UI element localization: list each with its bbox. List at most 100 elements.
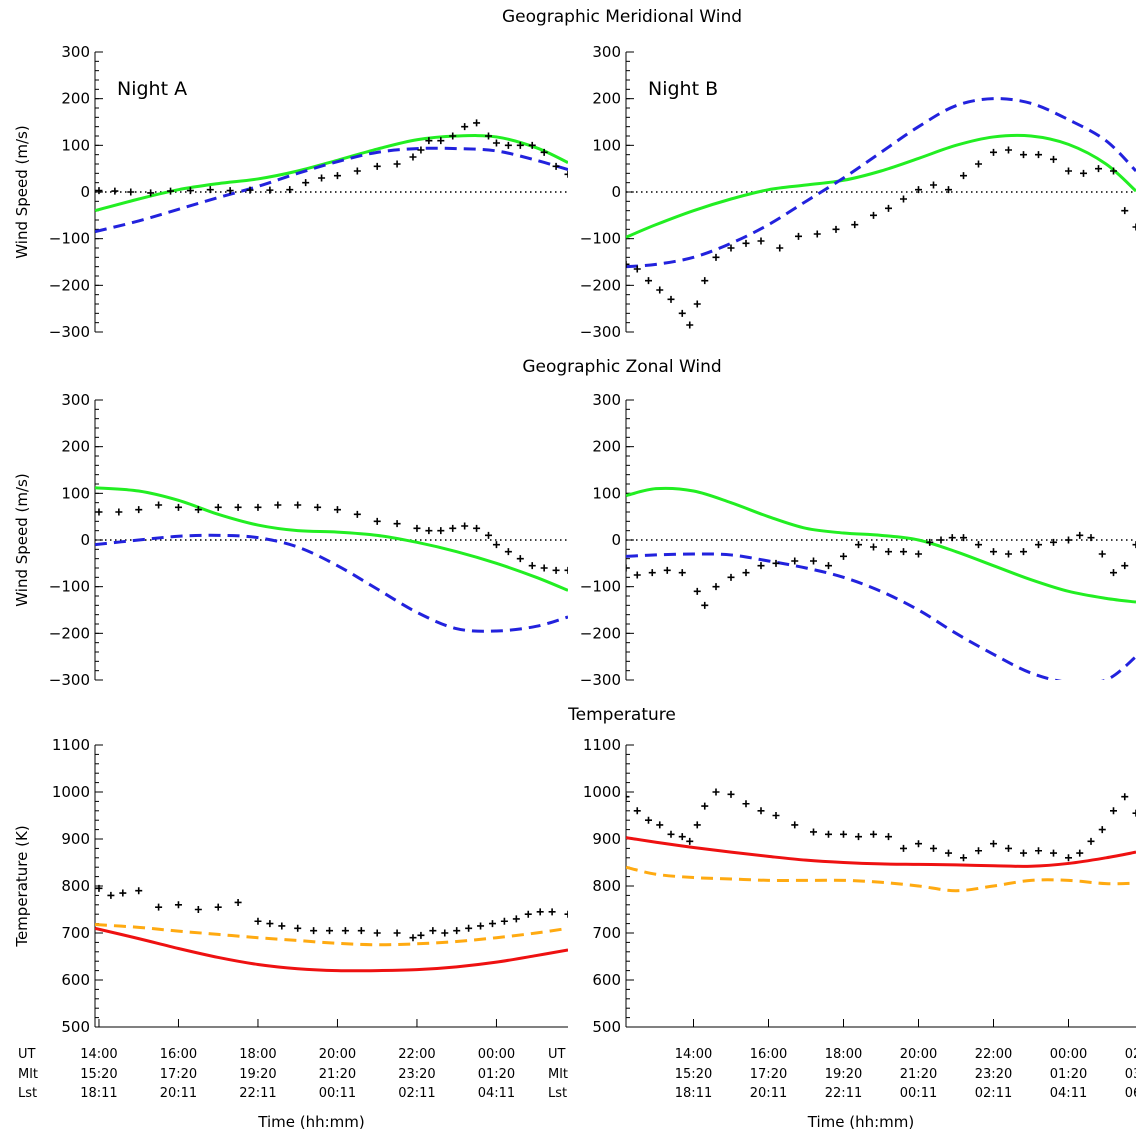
data-point bbox=[1110, 167, 1117, 175]
plot-area bbox=[626, 97, 1136, 329]
x-tick-label: 16:00 bbox=[160, 1047, 197, 1062]
model-dashed-line bbox=[95, 923, 568, 947]
y-tick-label: −100 bbox=[49, 578, 90, 596]
data-point bbox=[1110, 569, 1117, 577]
time-row-label: Mlt bbox=[18, 1067, 38, 1082]
y-tick-label: 700 bbox=[61, 924, 90, 942]
data-point bbox=[1095, 165, 1102, 173]
data-point bbox=[552, 162, 560, 170]
data-point bbox=[294, 924, 302, 932]
data-point bbox=[441, 929, 449, 937]
panel-zonal-night-b: −300 −200 −100 0 100 200 300 bbox=[580, 391, 1136, 689]
data-point bbox=[357, 927, 365, 935]
data-point bbox=[840, 830, 847, 838]
y-tick-label: 600 bbox=[61, 971, 90, 989]
x-tick-label: 22:11 bbox=[825, 1086, 862, 1101]
data-point bbox=[825, 562, 832, 570]
data-point bbox=[194, 506, 202, 514]
data-point bbox=[1098, 826, 1106, 834]
data-point bbox=[960, 534, 967, 542]
data-point bbox=[851, 221, 859, 229]
data-point bbox=[975, 160, 982, 168]
data-point bbox=[461, 522, 469, 530]
data-point bbox=[294, 501, 302, 509]
y-tick-label: −300 bbox=[580, 671, 621, 689]
y-tick-label: −100 bbox=[49, 230, 90, 248]
y-tick-label: 800 bbox=[61, 877, 90, 895]
data-point bbox=[246, 186, 254, 194]
data-point bbox=[626, 260, 630, 268]
data-point bbox=[930, 181, 937, 189]
data-point bbox=[1035, 847, 1042, 855]
x-tick-label: 15:20 bbox=[80, 1067, 117, 1082]
data-point bbox=[900, 844, 907, 852]
model-dashed-line bbox=[626, 97, 1136, 269]
data-point bbox=[1121, 207, 1129, 215]
data-point bbox=[266, 186, 274, 194]
data-point bbox=[742, 239, 750, 247]
y-tick-label: 100 bbox=[61, 136, 90, 154]
data-point bbox=[516, 555, 524, 563]
x-tick-label: 00:11 bbox=[319, 1086, 356, 1101]
data-point bbox=[425, 527, 433, 535]
data-point bbox=[757, 237, 765, 245]
y-tick-label: 200 bbox=[61, 90, 90, 108]
section-title: Geographic Zonal Wind bbox=[522, 357, 721, 377]
panel-temperature-night-b: 500 600 700 800 900 1000 1100 UT Mlt Lst 14:00 15:2… bbox=[548, 736, 1136, 1131]
data-point bbox=[648, 569, 656, 577]
data-point bbox=[524, 910, 532, 918]
x-tick-label: 15:20 bbox=[675, 1067, 712, 1082]
data-point bbox=[167, 187, 175, 195]
x-axis-label: Time (hh:mm) bbox=[807, 1113, 914, 1131]
data-point bbox=[727, 790, 735, 798]
plot-area bbox=[95, 119, 568, 234]
data-point bbox=[393, 520, 401, 528]
x-tick-label: 01:20 bbox=[478, 1067, 515, 1082]
data-point bbox=[930, 844, 937, 852]
y-tick-label: 900 bbox=[592, 830, 621, 848]
data-point bbox=[678, 309, 686, 317]
x-tick-label: 18:00 bbox=[239, 1047, 276, 1062]
data-point bbox=[772, 559, 780, 567]
data-point bbox=[975, 847, 982, 855]
data-point bbox=[1020, 849, 1027, 857]
data-point bbox=[373, 929, 381, 937]
data-point bbox=[990, 548, 997, 556]
x-tick-label: 18:00 bbox=[825, 1047, 862, 1062]
panel-meridional-night-b: −300 −200 −100 0 100 200 300 Night B bbox=[580, 43, 1136, 341]
data-point bbox=[485, 132, 493, 140]
data-point bbox=[667, 830, 675, 838]
x-tick-label: 00:00 bbox=[1050, 1047, 1087, 1062]
y-tick-label: 300 bbox=[61, 391, 90, 409]
data-point bbox=[915, 550, 922, 558]
x-tick-label: 22:11 bbox=[239, 1086, 276, 1101]
data-point bbox=[667, 295, 675, 303]
data-point bbox=[757, 807, 765, 815]
data-point bbox=[926, 538, 934, 546]
data-point bbox=[127, 188, 135, 196]
x-tick-label: 16:00 bbox=[750, 1047, 787, 1062]
x-tick-label: 00:11 bbox=[900, 1086, 937, 1101]
data-point bbox=[409, 934, 417, 942]
data-point bbox=[465, 924, 473, 932]
data-point bbox=[712, 253, 720, 261]
data-point bbox=[678, 833, 686, 841]
data-point bbox=[937, 536, 945, 544]
data-point bbox=[960, 172, 967, 180]
data-point bbox=[341, 927, 349, 935]
y-tick-label: 600 bbox=[592, 971, 621, 989]
data-point bbox=[1132, 223, 1136, 231]
model-dashed-line bbox=[95, 146, 568, 234]
y-tick-label: 100 bbox=[592, 136, 621, 154]
data-point bbox=[791, 557, 799, 565]
section-title: Temperature bbox=[567, 705, 676, 725]
data-point bbox=[512, 915, 520, 923]
data-point bbox=[945, 849, 952, 857]
data-point bbox=[1087, 837, 1095, 845]
data-point bbox=[528, 562, 536, 570]
data-point bbox=[266, 920, 274, 928]
data-point bbox=[413, 524, 421, 532]
data-point bbox=[1065, 854, 1072, 862]
data-point bbox=[727, 244, 735, 252]
data-point bbox=[885, 204, 892, 212]
